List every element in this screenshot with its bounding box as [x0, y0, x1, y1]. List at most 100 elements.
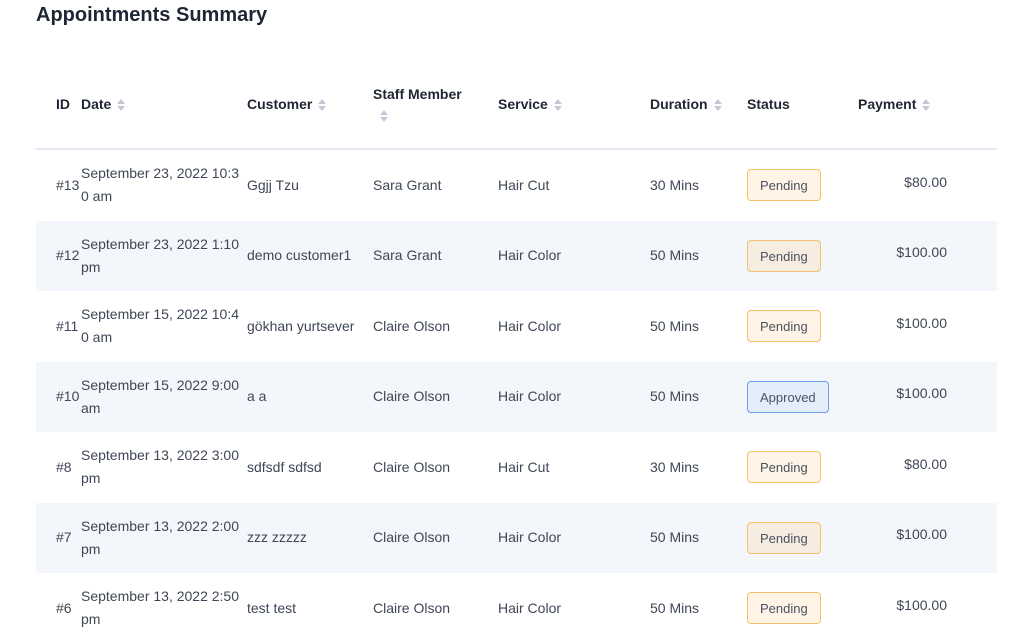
cell-date: September 23, 2022 1:10 pm: [81, 220, 247, 291]
table-row[interactable]: #12 September 23, 2022 1:10 pm demo custom…: [36, 220, 997, 291]
cell-status: Approved: [747, 361, 858, 432]
cell-id: #6: [56, 599, 72, 616]
column-label: ID: [56, 96, 70, 112]
status-badge: Pending: [747, 451, 821, 484]
cell-customer: Ggjj Tzu: [247, 176, 299, 193]
cell-payment: $80.00: [858, 149, 997, 221]
cell-staff: Sara Grant: [373, 220, 498, 291]
payment-amount: $80.00: [904, 173, 947, 190]
column-label: Duration: [650, 96, 708, 112]
cell-payment: $100.00: [858, 573, 997, 644]
cell-service: Hair Color: [498, 599, 562, 616]
cell-id: #12: [36, 220, 81, 291]
cell-staff: Claire Olson: [373, 599, 451, 616]
cell-service: Hair Color: [498, 317, 562, 334]
cell-customer: zzz zzzzz: [247, 502, 373, 573]
status-badge: Pending: [747, 169, 821, 202]
cell-duration: 50 Mins: [650, 599, 700, 616]
cell-duration: 50 Mins: [650, 220, 747, 291]
cell-duration: 30 Mins: [650, 458, 700, 475]
sort-icon[interactable]: [318, 99, 327, 112]
cell-id: #8: [56, 458, 72, 475]
cell-date: September 23, 2022 10:30 am: [81, 165, 240, 205]
cell-status: Pending: [747, 149, 858, 221]
column-label: Customer: [247, 96, 313, 112]
cell-customer: gökhan yurtsever: [247, 317, 355, 334]
column-service[interactable]: Service: [498, 60, 650, 150]
status-badge: Pending: [747, 592, 821, 625]
sort-icon[interactable]: [380, 110, 388, 122]
table-row[interactable]: #6 September 13, 2022 2:50 pm test test Cla…: [36, 573, 997, 644]
payment-amount: $80.00: [904, 455, 947, 472]
cell-status: Pending: [747, 291, 858, 362]
cell-service: Hair Color: [498, 361, 650, 432]
column-id: ID: [36, 60, 81, 150]
cell-service: Hair Cut: [498, 458, 550, 475]
status-badge: Pending: [747, 239, 821, 272]
cell-staff: Claire Olson: [373, 502, 498, 573]
cell-service: Hair Cut: [498, 176, 550, 193]
cell-staff: Claire Olson: [373, 317, 451, 334]
cell-staff: Claire Olson: [373, 458, 451, 475]
appointments-table: ID Date Customer Staff Member Service Du…: [36, 60, 997, 644]
status-badge: Approved: [747, 380, 829, 413]
cell-staff: Sara Grant: [373, 176, 442, 193]
cell-status: Pending: [747, 432, 858, 503]
cell-date: September 13, 2022 2:00 pm: [81, 502, 247, 573]
payment-amount: $100.00: [896, 385, 947, 402]
cell-status: Pending: [747, 573, 858, 644]
column-customer[interactable]: Customer: [247, 60, 373, 150]
cell-duration: 30 Mins: [650, 176, 700, 193]
column-label: Status: [747, 96, 790, 112]
table-header: ID Date Customer Staff Member Service Du…: [36, 60, 997, 150]
table-row[interactable]: #10 September 15, 2022 9:00 am a a Claire O…: [36, 361, 997, 432]
table-row[interactable]: #13 September 23, 2022 10:30 am Ggjj Tzu Sa…: [36, 149, 997, 221]
cell-staff: Claire Olson: [373, 361, 498, 432]
column-label: Date: [81, 96, 112, 112]
cell-date: September 13, 2022 2:50 pm: [81, 588, 240, 628]
cell-duration: 50 Mins: [650, 317, 700, 334]
cell-customer: sdfsdf sdfsd: [247, 458, 322, 475]
cell-status: Pending: [747, 220, 858, 291]
status-badge: Pending: [747, 310, 821, 343]
column-label: Service: [498, 96, 548, 112]
cell-date: September 13, 2022 3:00 pm: [81, 447, 240, 487]
column-staff[interactable]: Staff Member: [373, 60, 498, 150]
sort-icon[interactable]: [713, 99, 722, 112]
column-label: Staff Member: [373, 86, 462, 102]
cell-customer: demo customer1: [247, 220, 373, 291]
payment-amount: $100.00: [896, 526, 947, 543]
payment-amount: $100.00: [896, 314, 947, 331]
payment-amount: $100.00: [896, 244, 947, 261]
sort-icon[interactable]: [922, 99, 931, 112]
cell-duration: 50 Mins: [650, 502, 747, 573]
cell-payment: $100.00: [858, 220, 997, 291]
cell-date: September 15, 2022 9:00 am: [81, 361, 247, 432]
column-status: Status: [747, 60, 858, 150]
sort-icon[interactable]: [553, 99, 562, 112]
table-row[interactable]: #8 September 13, 2022 3:00 pm sdfsdf sdfsd…: [36, 432, 997, 503]
column-date[interactable]: Date: [81, 60, 247, 150]
table-row[interactable]: #11 September 15, 2022 10:40 am gökhan yur…: [36, 291, 997, 362]
cell-status: Pending: [747, 502, 858, 573]
cell-duration: 50 Mins: [650, 361, 747, 432]
column-duration[interactable]: Duration: [650, 60, 747, 150]
cell-date: September 15, 2022 10:40 am: [81, 306, 240, 346]
table-row[interactable]: #7 September 13, 2022 2:00 pm zzz zzzzz Cla…: [36, 502, 997, 573]
cell-payment: $100.00: [858, 361, 997, 432]
cell-id: #13: [56, 176, 80, 193]
status-badge: Pending: [747, 521, 821, 554]
payment-amount: $100.00: [896, 596, 947, 613]
page-title: Appointments Summary: [36, 4, 268, 26]
column-label: Payment: [858, 96, 917, 112]
cell-customer: test test: [247, 599, 297, 616]
cell-id: #11: [56, 317, 79, 334]
cell-payment: $100.00: [858, 502, 997, 573]
column-payment[interactable]: Payment: [858, 60, 997, 150]
cell-id: #7: [36, 502, 81, 573]
cell-payment: $80.00: [858, 432, 997, 503]
cell-service: Hair Color: [498, 220, 650, 291]
sort-icon[interactable]: [117, 99, 126, 112]
cell-customer: a a: [247, 361, 373, 432]
cell-service: Hair Color: [498, 502, 650, 573]
